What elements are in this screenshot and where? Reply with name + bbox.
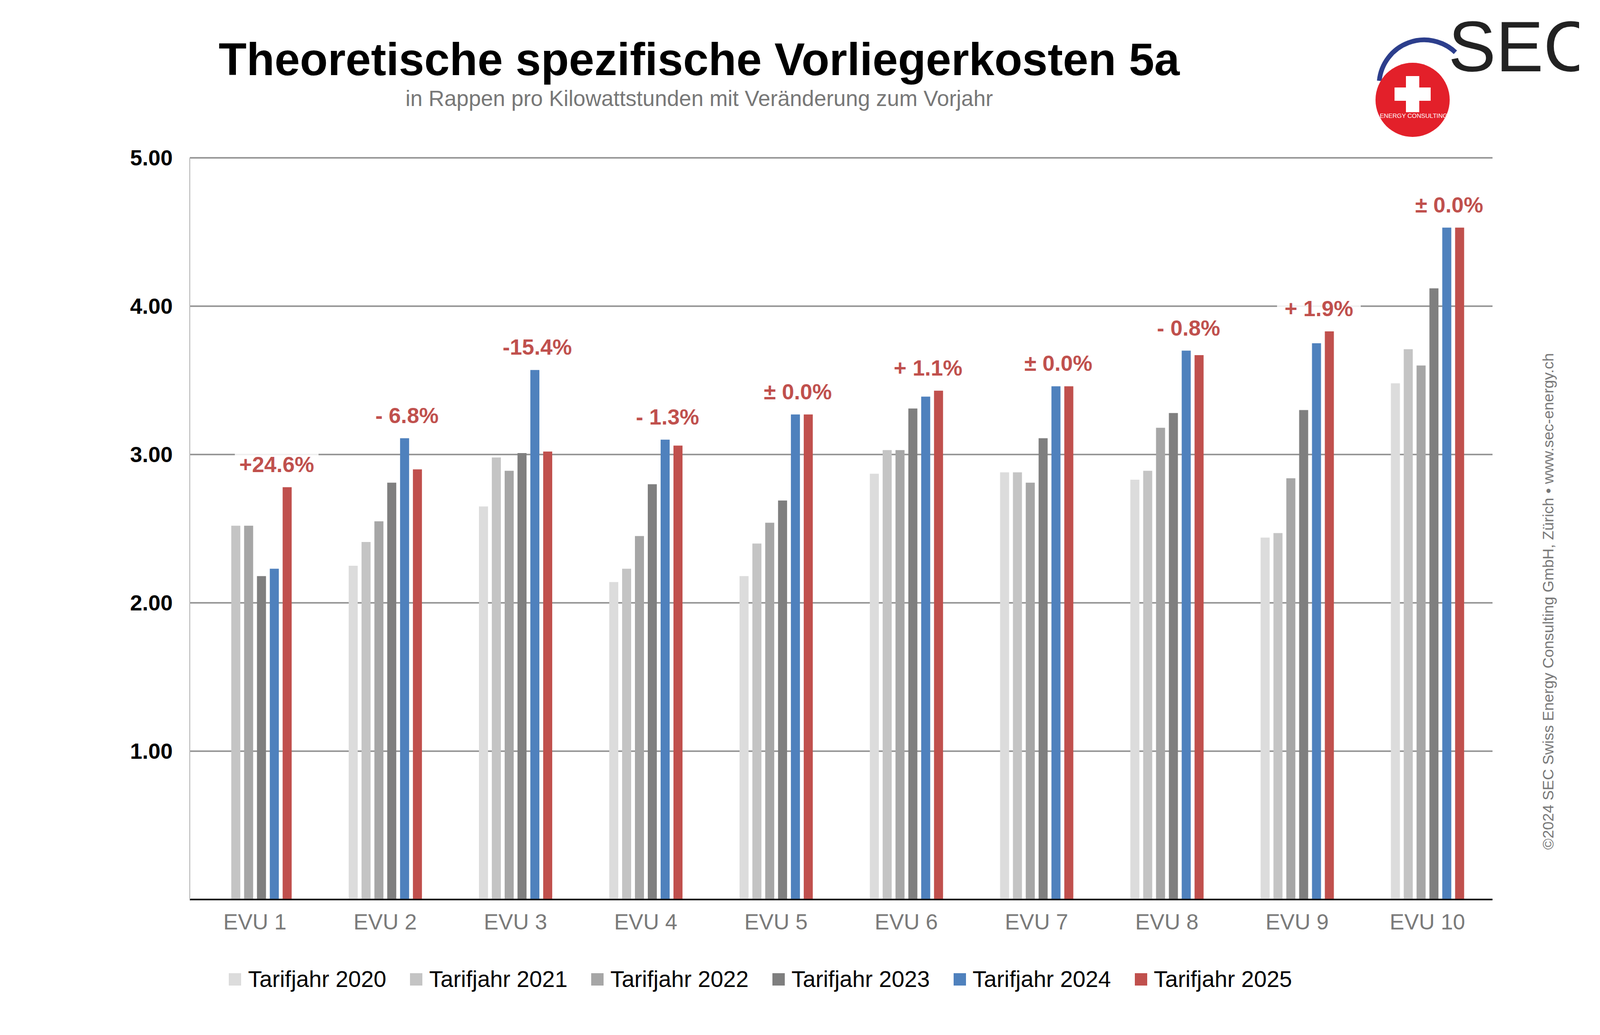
svg-text:1.00: 1.00 [129,739,173,764]
svg-text:- 0.8%: - 0.8% [1157,315,1221,341]
svg-text:± 0.0%: ± 0.0% [763,379,832,405]
html-text:Tarifjahr 2024: Tarifjahr 2024 [972,966,1111,993]
svg-text:EVU 6: EVU 6 [874,909,938,935]
svg-text:EVU 5: EVU 5 [744,909,808,935]
svg-text:2.00: 2.00 [129,590,173,616]
svg-text:+24.6%: +24.6% [239,452,314,478]
svg-text:EVU 8: EVU 8 [1135,909,1199,935]
svg-text:EVU 3: EVU 3 [483,909,547,935]
html-text:©2024 SEC Swiss Energy Consult: ©2024 SEC Swiss Energy Consulting GmbH, … [1539,353,1557,851]
svg-text:EVU 2: EVU 2 [353,909,417,935]
svg-text:EVU 4: EVU 4 [614,909,678,935]
svg-text:+ 1.1%: + 1.1% [893,355,963,381]
svg-text:EVU 1: EVU 1 [223,909,287,935]
html-text:Tarifjahr 2021: Tarifjahr 2021 [429,966,568,993]
html-text:Tarifjahr 2023: Tarifjahr 2023 [791,966,930,993]
svg-text:EVU 9: EVU 9 [1265,909,1329,935]
html-text:Tarifjahr 2025: Tarifjahr 2025 [1153,966,1293,993]
svg-text:5.00: 5.00 [129,145,173,171]
svg-text:EVU 7: EVU 7 [1004,909,1069,935]
svg-text:4.00: 4.00 [129,293,173,319]
svg-text:SEC: SEC [1448,9,1580,87]
svg-text:SWISS ENERGY CONSULTING GmbH: SWISS ENERGY CONSULTING GmbH [1360,112,1468,120]
html-text:in Rappen pro Kilowattstunden: in Rappen pro Kilowattstunden mit Veränd… [405,86,993,111]
svg-text:± 0.0%: ± 0.0% [1414,192,1483,218]
svg-text:+ 1.9%: + 1.9% [1284,296,1354,322]
html-text:Tarifjahr 2022: Tarifjahr 2022 [610,966,749,993]
svg-text:EVU 10: EVU 10 [1389,909,1466,935]
svg-text:- 1.3%: - 1.3% [635,404,700,430]
html-text:Theoretische spezifische Vorli: Theoretische spezifische Vorliegerkosten… [218,33,1180,85]
html-text:Tarifjahr 2020: Tarifjahr 2020 [248,966,387,993]
svg-text:-15.4%: -15.4% [502,334,573,360]
svg-text:± 0.0%: ± 0.0% [1024,351,1093,376]
svg-text:- 6.8%: - 6.8% [375,403,439,429]
svg-text:3.00: 3.00 [129,442,173,468]
